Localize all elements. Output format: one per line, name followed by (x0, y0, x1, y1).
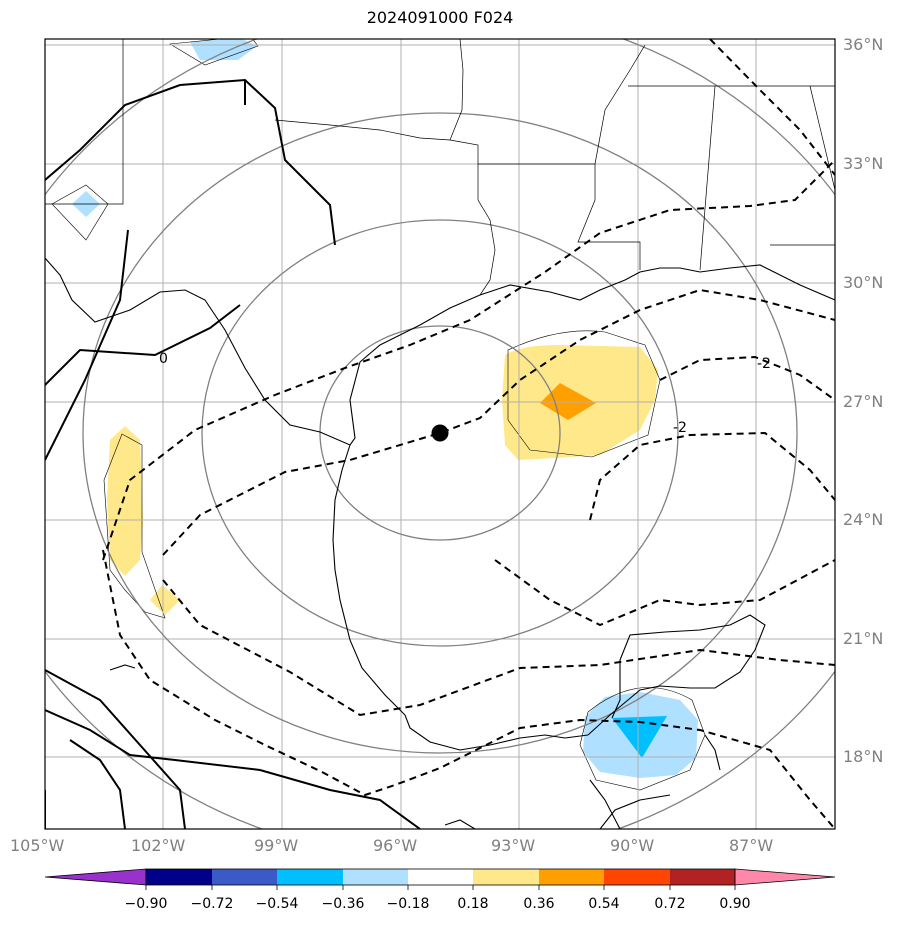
colorbar-segment (473, 869, 539, 885)
colorbar-extend-low (44, 868, 147, 886)
map-title: 2024091000 F024 (366, 8, 514, 27)
latitude-label: 30°N (843, 273, 884, 292)
positive-anomaly-shading-west (107, 426, 143, 576)
negative-anomaly-core-yucatan (612, 716, 667, 758)
graticule (45, 39, 835, 829)
latitude-label: 18°N (843, 747, 884, 766)
latitude-label: 24°N (843, 510, 884, 529)
colorbar-tick-label: 0.90 (719, 896, 751, 912)
latitude-label: 21°N (843, 629, 884, 648)
latitude-label: 33°N (843, 154, 884, 173)
longitude-label: 93°W (491, 836, 536, 855)
longitude-label: 90°W (610, 836, 655, 855)
colorbar-tick-label: −0.54 (255, 896, 299, 912)
range-rings (45, 39, 835, 829)
colorbar-tick-label: 0.36 (523, 896, 555, 912)
colorbar (44, 868, 836, 890)
colorbar-segment (212, 869, 277, 885)
map-frame (44, 38, 836, 830)
colorbar-segment (146, 869, 212, 885)
colorbar-tick-label: −0.18 (386, 896, 430, 912)
solid-contours (45, 78, 421, 829)
colorbar-tick-label: 0.72 (654, 896, 686, 912)
longitude-label: 102°W (131, 836, 186, 855)
colorbar-tick-label: −0.72 (190, 896, 234, 912)
latitude-label: 36°N (843, 35, 884, 54)
colorbar-tick-label: 0.18 (457, 896, 489, 912)
latitude-label: 27°N (843, 392, 884, 411)
longitude-label: 105°W (10, 836, 65, 855)
colorbar-extend-high (734, 868, 836, 886)
negative-anomaly-shading-north (190, 39, 257, 60)
colorbar-segment (670, 869, 735, 885)
longitude-label: 87°W (729, 836, 774, 855)
contour-label: 0 (159, 351, 168, 367)
colorbar-segment (408, 869, 473, 885)
coastlines (45, 257, 835, 829)
longitude-label: 99°W (254, 836, 299, 855)
colorbar-segment (604, 869, 670, 885)
colorbar-tick-label: 0.54 (588, 896, 620, 912)
colorbar-segment (277, 869, 343, 885)
contour-label: -2 (757, 356, 771, 372)
colorbar-tick-label: −0.90 (124, 896, 168, 912)
positive-anomaly-shading-small (150, 585, 180, 615)
contour-label: -2 (673, 420, 687, 436)
colorbar-tick-label: −0.36 (321, 896, 365, 912)
dashed-contours (102, 39, 835, 829)
longitude-label: 96°W (373, 836, 418, 855)
state-borders (45, 39, 835, 296)
colorbar-segment (539, 869, 604, 885)
center-marker (431, 424, 449, 442)
colorbar-segment (343, 869, 408, 885)
